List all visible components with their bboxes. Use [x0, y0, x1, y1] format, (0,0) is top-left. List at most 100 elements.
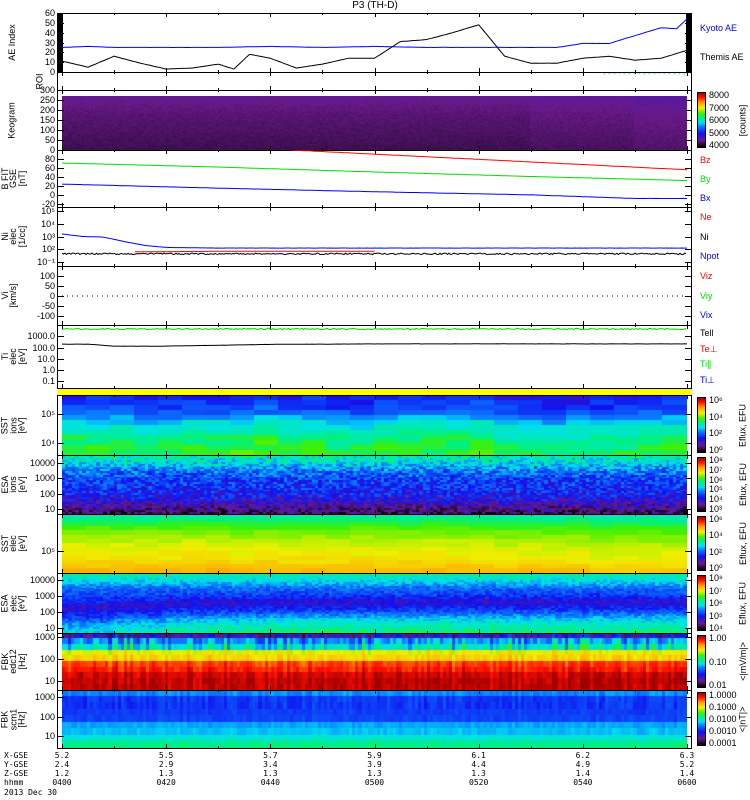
- y-tick-label: 40: [44, 27, 55, 38]
- axis-value-hhmm: 0520: [469, 778, 489, 787]
- legend-vix: Vix: [700, 310, 713, 321]
- time-tick: [634, 571, 636, 573]
- time-tick: [530, 512, 532, 514]
- time-tick: [322, 150, 324, 152]
- time-tick: [114, 571, 116, 573]
- time-tick: [634, 90, 636, 92]
- time-tick: [478, 266, 480, 270]
- time-tick: [218, 573, 220, 575]
- time-tick: [374, 146, 376, 150]
- y-tick: [57, 493, 64, 495]
- time-tick: [322, 323, 324, 325]
- time-tick: [374, 395, 376, 399]
- spectrogram-sst_i: [62, 395, 687, 455]
- time-tick: [426, 72, 428, 74]
- axis-value-x: 6.1: [471, 751, 486, 760]
- time-tick: [166, 72, 168, 76]
- time-tick: [478, 629, 480, 633]
- time-tick: [374, 68, 376, 72]
- time-tick: [322, 690, 324, 692]
- time-tick: [426, 688, 428, 690]
- y-tick-label: 150: [39, 115, 55, 125]
- time-tick: [687, 13, 688, 17]
- time-tick: [374, 13, 376, 17]
- time-tick: [687, 150, 688, 154]
- time-tick: [478, 451, 480, 455]
- time-tick: [530, 148, 532, 150]
- time-tick: [166, 86, 168, 90]
- time-tick: [322, 746, 324, 748]
- time-tick: [426, 205, 428, 207]
- time-tick: [374, 569, 376, 573]
- time-tick: [166, 744, 168, 748]
- time-tick: [218, 514, 220, 516]
- axis-value-x: 5.9: [367, 751, 382, 760]
- time-tick: [218, 325, 220, 327]
- time-tick: [582, 573, 584, 577]
- time-tick: [530, 266, 532, 268]
- time-tick: [478, 262, 480, 266]
- colorbar-label: 0.0001: [709, 738, 737, 748]
- colorbar-label: 10⁵: [709, 610, 723, 621]
- y-tick-label: 250: [39, 95, 55, 105]
- time-tick: [166, 266, 168, 270]
- time-tick: [322, 386, 324, 388]
- y-tick: [57, 659, 64, 661]
- y-tick-label: 10⁴: [41, 438, 55, 449]
- time-tick: [270, 90, 272, 94]
- colorbar-label: 10⁶: [709, 514, 723, 524]
- y-tick: [685, 611, 692, 613]
- y-tick-label: 100: [39, 125, 55, 135]
- time-tick: [322, 573, 324, 575]
- y-tick: [685, 185, 692, 187]
- legend-tell: Tell: [700, 327, 714, 338]
- time-tick: [687, 510, 688, 514]
- time-tick: [530, 13, 532, 15]
- y-tick: [685, 62, 692, 64]
- time-tick: [634, 266, 636, 268]
- time-tick: [62, 633, 63, 637]
- time-tick: [114, 264, 116, 266]
- time-tick: [582, 146, 584, 150]
- time-tick: [322, 325, 324, 327]
- time-tick: [62, 384, 63, 388]
- time-tick: [114, 266, 116, 268]
- time-tick: [687, 451, 688, 455]
- time-tick: [426, 512, 428, 514]
- axis-value-x: 6.2: [575, 751, 591, 760]
- time-tick: [270, 633, 272, 637]
- time-tick: [687, 266, 688, 270]
- y-axis-label: [Hz]: [16, 653, 27, 670]
- colorbar-esa_e: [697, 575, 706, 631]
- colorbar-title: Eflux, EFU: [737, 522, 748, 566]
- time-tick: [62, 321, 63, 325]
- time-tick: [478, 514, 480, 518]
- axis-value-z: 1.4: [575, 769, 591, 778]
- y-axis-label: [1/cc]: [16, 225, 27, 248]
- colorbar-label: 10⁴: [709, 530, 723, 541]
- spectrogram-keo: [62, 96, 687, 150]
- series-bx: [61, 183, 687, 200]
- colorbar-label: 0.1000: [709, 702, 737, 712]
- y-tick: [57, 347, 64, 349]
- time-tick: [270, 13, 272, 17]
- colorbar-label: 10⁸: [709, 573, 723, 583]
- time-tick: [114, 631, 116, 633]
- y-tick: [57, 413, 64, 415]
- y-tick: [57, 627, 64, 629]
- y-tick: [57, 185, 64, 187]
- time-tick: [426, 13, 428, 15]
- time-tick: [270, 744, 272, 748]
- time-tick: [218, 512, 220, 514]
- y-tick-label: 10⁴: [41, 218, 55, 229]
- y-tick: [685, 140, 692, 141]
- mode-bar: [57, 388, 692, 395]
- time-tick: [478, 325, 480, 329]
- time-tick: [426, 386, 428, 388]
- time-tick: [530, 325, 532, 327]
- colorbar-title: [counts]: [737, 104, 748, 136]
- time-tick: [166, 569, 168, 573]
- time-tick: [166, 514, 168, 518]
- time-tick: [530, 453, 532, 455]
